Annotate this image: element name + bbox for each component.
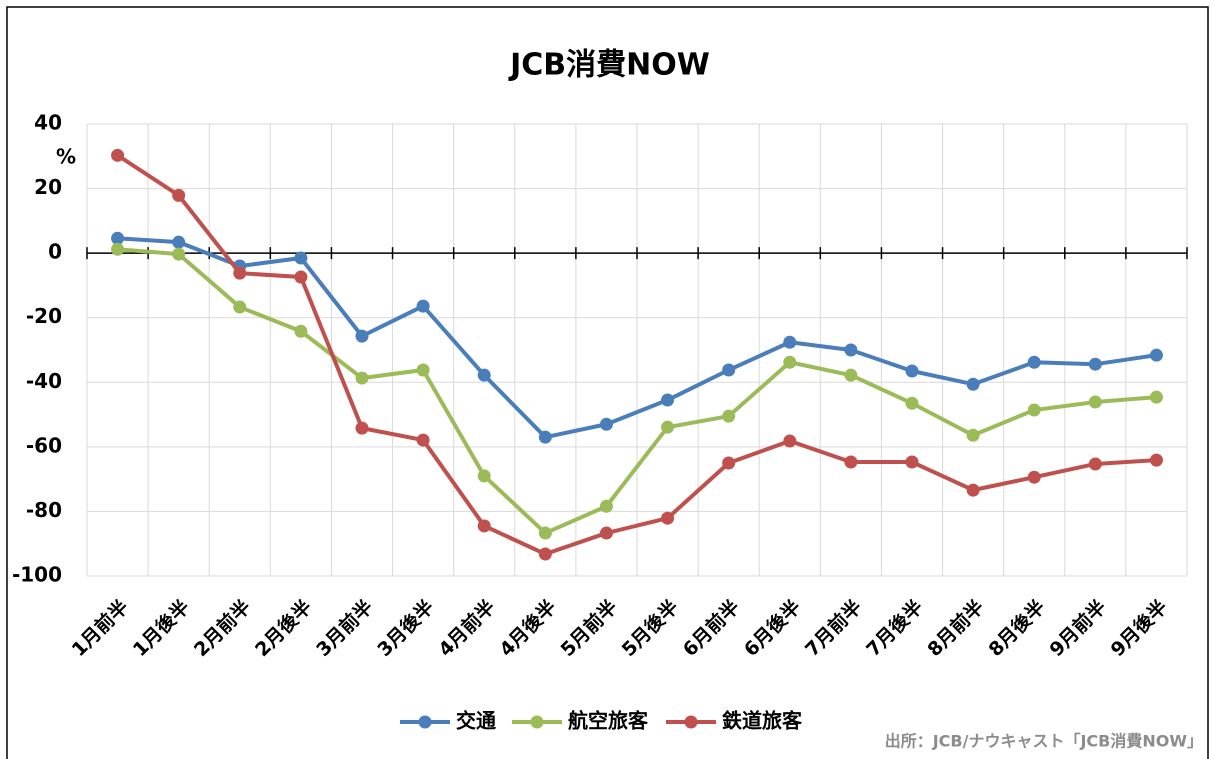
- y-tick-label: 20: [34, 175, 62, 199]
- data-point: [355, 371, 369, 385]
- data-point: [294, 251, 308, 265]
- x-tick-label: 1月後半: [128, 595, 194, 661]
- x-tick-label: 3月後半: [373, 595, 439, 661]
- x-tick-label: 5月前半: [556, 595, 622, 661]
- data-point: [477, 368, 491, 382]
- x-tick-label: 6月後半: [739, 595, 805, 661]
- data-point: [477, 469, 491, 483]
- data-point: [599, 499, 613, 513]
- data-point: [783, 355, 797, 369]
- series-line: [116, 153, 1157, 557]
- series-line: [117, 247, 1157, 536]
- x-tick-label: 2月前半: [189, 595, 255, 661]
- y-unit: %: [56, 145, 76, 169]
- data-point: [661, 420, 675, 434]
- data-point: [661, 393, 675, 407]
- data-point: [416, 299, 430, 313]
- data-point: [355, 329, 369, 343]
- data-point: [1088, 457, 1102, 471]
- x-tick-label: 3月前半: [311, 595, 377, 661]
- legend-label: 航空旅客: [568, 709, 649, 733]
- x-tick-label: 8月前半: [923, 595, 989, 661]
- x-tick-label: 1月前半: [67, 595, 133, 661]
- data-point: [538, 430, 552, 444]
- data-point: [1088, 395, 1102, 409]
- x-tick-label: 8月後半: [984, 595, 1050, 661]
- y-tick-label: -20: [26, 304, 62, 328]
- x-tick-label: 7月前半: [800, 595, 866, 661]
- legend-label: 鉄道旅客: [722, 709, 803, 733]
- data-point: [172, 247, 186, 261]
- data-point: [1027, 403, 1041, 417]
- data-point: [111, 231, 125, 245]
- data-point: [905, 364, 919, 378]
- y-tick-label: 40: [34, 111, 62, 135]
- data-point: [722, 456, 736, 470]
- y-tick-label: -40: [26, 369, 62, 393]
- data-point: [233, 300, 247, 314]
- y-tick-label: -60: [26, 433, 62, 457]
- x-tick-label: 4月後半: [495, 595, 561, 661]
- data-point: [294, 270, 308, 284]
- data-point: [844, 455, 858, 469]
- data-point: [538, 526, 552, 540]
- chart-title: JCB消費NOW: [508, 48, 710, 83]
- data-point: [1027, 355, 1041, 369]
- data-point: [844, 343, 858, 357]
- x-tick-label: 5月後半: [617, 595, 683, 661]
- data-point: [172, 188, 186, 202]
- data-point: [722, 363, 736, 377]
- data-point: [355, 421, 369, 435]
- data-point: [416, 433, 430, 447]
- data-point: [538, 547, 552, 561]
- data-point: [1149, 348, 1163, 362]
- data-point: [783, 335, 797, 349]
- x-tick-label: 6月前半: [678, 595, 744, 661]
- data-point: [416, 363, 430, 377]
- data-point: [1149, 390, 1163, 404]
- legend-marker: [684, 715, 698, 729]
- data-point: [111, 148, 125, 162]
- data-point: [783, 434, 797, 448]
- series-line: [117, 236, 1157, 440]
- x-tick-label: 9月前半: [1045, 595, 1111, 661]
- data-point: [172, 235, 186, 249]
- legend-marker: [530, 715, 544, 729]
- legend-label: 交通: [456, 709, 496, 733]
- data-point: [1149, 453, 1163, 467]
- x-tick-label: 9月後半: [1106, 595, 1172, 661]
- frame: [6, 6, 1209, 759]
- data-point: [599, 526, 613, 540]
- data-point: [905, 396, 919, 410]
- y-tick-label: 0: [48, 240, 62, 264]
- data-point: [966, 483, 980, 497]
- y-tick-label: -80: [26, 498, 62, 522]
- data-point: [905, 455, 919, 469]
- y-tick-label: -100: [12, 563, 62, 587]
- data-point: [844, 368, 858, 382]
- data-point: [1088, 357, 1102, 371]
- source: 出所：JCB/ナウキャスト「JCB消費NOW」: [885, 732, 1203, 751]
- data-point: [233, 266, 247, 280]
- data-point: [966, 428, 980, 442]
- data-point: [599, 417, 613, 431]
- data-point: [966, 377, 980, 391]
- x-tick-label: 2月後半: [250, 595, 316, 661]
- x-tick-label: 7月後半: [861, 595, 927, 661]
- x-tick-label: 4月前半: [434, 595, 500, 661]
- data-point: [722, 409, 736, 423]
- data-point: [111, 242, 125, 256]
- legend-marker: [418, 715, 432, 729]
- data-point: [661, 511, 675, 525]
- data-point: [477, 519, 491, 533]
- data-point: [294, 324, 308, 338]
- data-point: [1027, 470, 1041, 484]
